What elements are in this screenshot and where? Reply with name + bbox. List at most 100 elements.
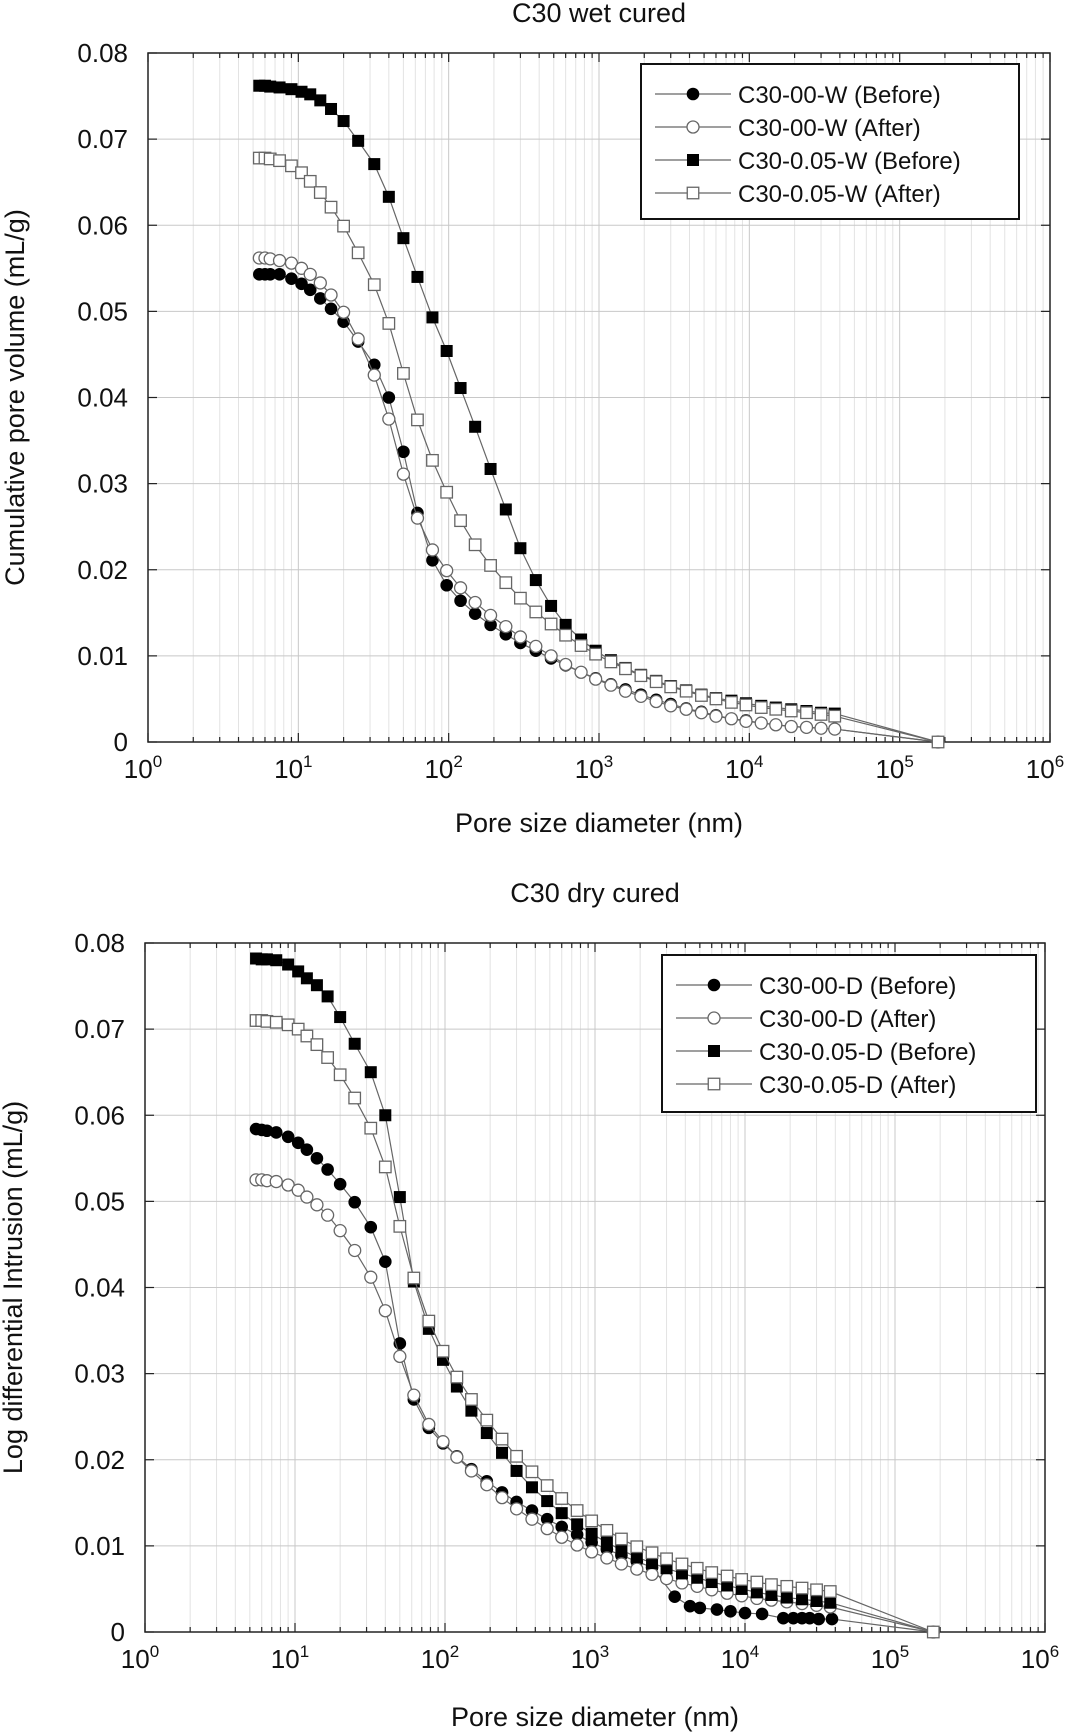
x-tick-label-exponent: 6 [1055,752,1064,771]
data-point [618,684,633,698]
x-tick-label: 101 [274,752,312,784]
x-tick-label: 101 [271,1642,309,1674]
x-tick-label-exponent: 0 [153,752,162,771]
chart-1: 100 101 102 103 104 105 10600.010.020.030.040.… [0,0,1064,838]
data-point [300,1190,314,1204]
y-tick-label: 0.04 [74,1273,125,1303]
data-point [468,607,482,620]
x-tick-label-base: 10 [721,1644,750,1674]
data-point [333,1068,347,1082]
data-point [769,702,783,716]
x-tick-label-base: 10 [875,754,904,784]
data-point [334,1011,347,1024]
legend-entry-label: C30-00-W (Before) [738,82,941,109]
data-point [313,186,327,199]
x-axis-label: Pore size diameter (nm) [451,1702,739,1732]
data-point [351,332,365,346]
legend-entry-label: C30-0.05-D (After) [759,1072,956,1099]
data-point [585,1545,599,1559]
data-point [540,1479,554,1492]
data-point [321,990,334,1003]
ticks [147,52,1051,743]
data-point [755,1607,769,1621]
data-point [529,605,543,619]
x-tick-label: 102 [424,752,462,784]
data-point [558,657,573,672]
x-tick-label-exponent: 1 [303,752,312,771]
data-point [509,1502,524,1516]
x-tick-label-exponent: 5 [900,1642,909,1661]
data-point [720,1569,734,1583]
x-tick-label: 104 [725,752,763,784]
data-point [483,608,498,623]
ticks [144,942,1046,1633]
data-point [321,1051,335,1064]
data-point [659,1571,674,1586]
data-point [397,366,410,380]
data-point [291,1136,305,1150]
data-point [739,714,753,728]
x-tick-label: 100 [121,1642,159,1674]
data-point [364,1066,377,1079]
data-point [348,1243,362,1258]
data-point [709,709,723,723]
data-point [382,190,395,203]
y-axis-label: Log differential Intrusion (mL/g) [0,1101,28,1474]
chart-2: 100 101 102 103 104 105 10600.010.020.030.040.… [0,878,1059,1732]
data-point [645,1567,659,1581]
y-tick-label: 0.07 [74,1014,125,1044]
x-tick-label-exponent: 3 [600,1642,609,1661]
x-tick-label-base: 10 [571,1644,600,1674]
data-point [454,514,467,528]
data-point [324,302,338,316]
data-point [600,1536,613,1549]
data-point [382,317,396,330]
data-point [499,576,513,590]
data-point [600,1551,614,1565]
data-point [513,591,527,605]
data-point [555,1492,569,1505]
data-point [664,680,678,694]
x-tick-label: 105 [875,752,913,784]
data-point [378,1304,392,1318]
data-point [810,1594,823,1607]
legend-entry-label: C30-00-D (After) [759,1006,936,1033]
data-point [422,1417,436,1432]
x-tick-label: 103 [575,752,613,784]
data-point [525,1512,539,1526]
data-point [454,594,467,608]
data-point [615,1532,628,1546]
data-point [484,462,497,475]
data-point [725,695,738,709]
data-point [440,485,454,499]
data-point [436,1435,450,1449]
data-point [425,543,440,557]
data-point [645,1546,659,1560]
data-point [410,511,425,525]
data-point [393,1349,407,1364]
data-point [800,706,813,720]
data-point [379,1109,392,1122]
y-tick-label: 0.05 [74,1186,125,1216]
data-point [555,1530,569,1544]
data-point [784,704,798,718]
y-tick-label: 0.02 [77,555,128,585]
data-point [465,1404,478,1417]
data-point [273,268,286,281]
data-point [469,420,482,433]
x-tick-label: 106 [1021,1642,1059,1674]
data-point [544,649,558,663]
y-tick-label: 0.06 [74,1100,125,1130]
data-point [465,1393,478,1406]
x-tick-label-base: 10 [871,1644,900,1674]
data-point [754,701,768,714]
data-point [529,574,542,587]
data-point [300,1143,314,1156]
x-tick-label-base: 10 [124,754,153,784]
data-point [614,1557,629,1571]
x-tick-label: 100 [124,752,162,784]
data-point [367,278,381,292]
x-tick-label-exponent: 3 [604,752,613,771]
data-point [396,467,411,481]
data-point [368,158,381,171]
